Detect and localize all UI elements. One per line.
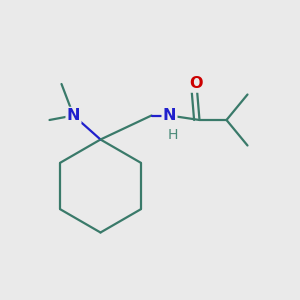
Text: O: O (190, 76, 203, 92)
Text: N: N (163, 108, 176, 123)
Text: N: N (67, 108, 80, 123)
Text: H: H (167, 128, 178, 142)
